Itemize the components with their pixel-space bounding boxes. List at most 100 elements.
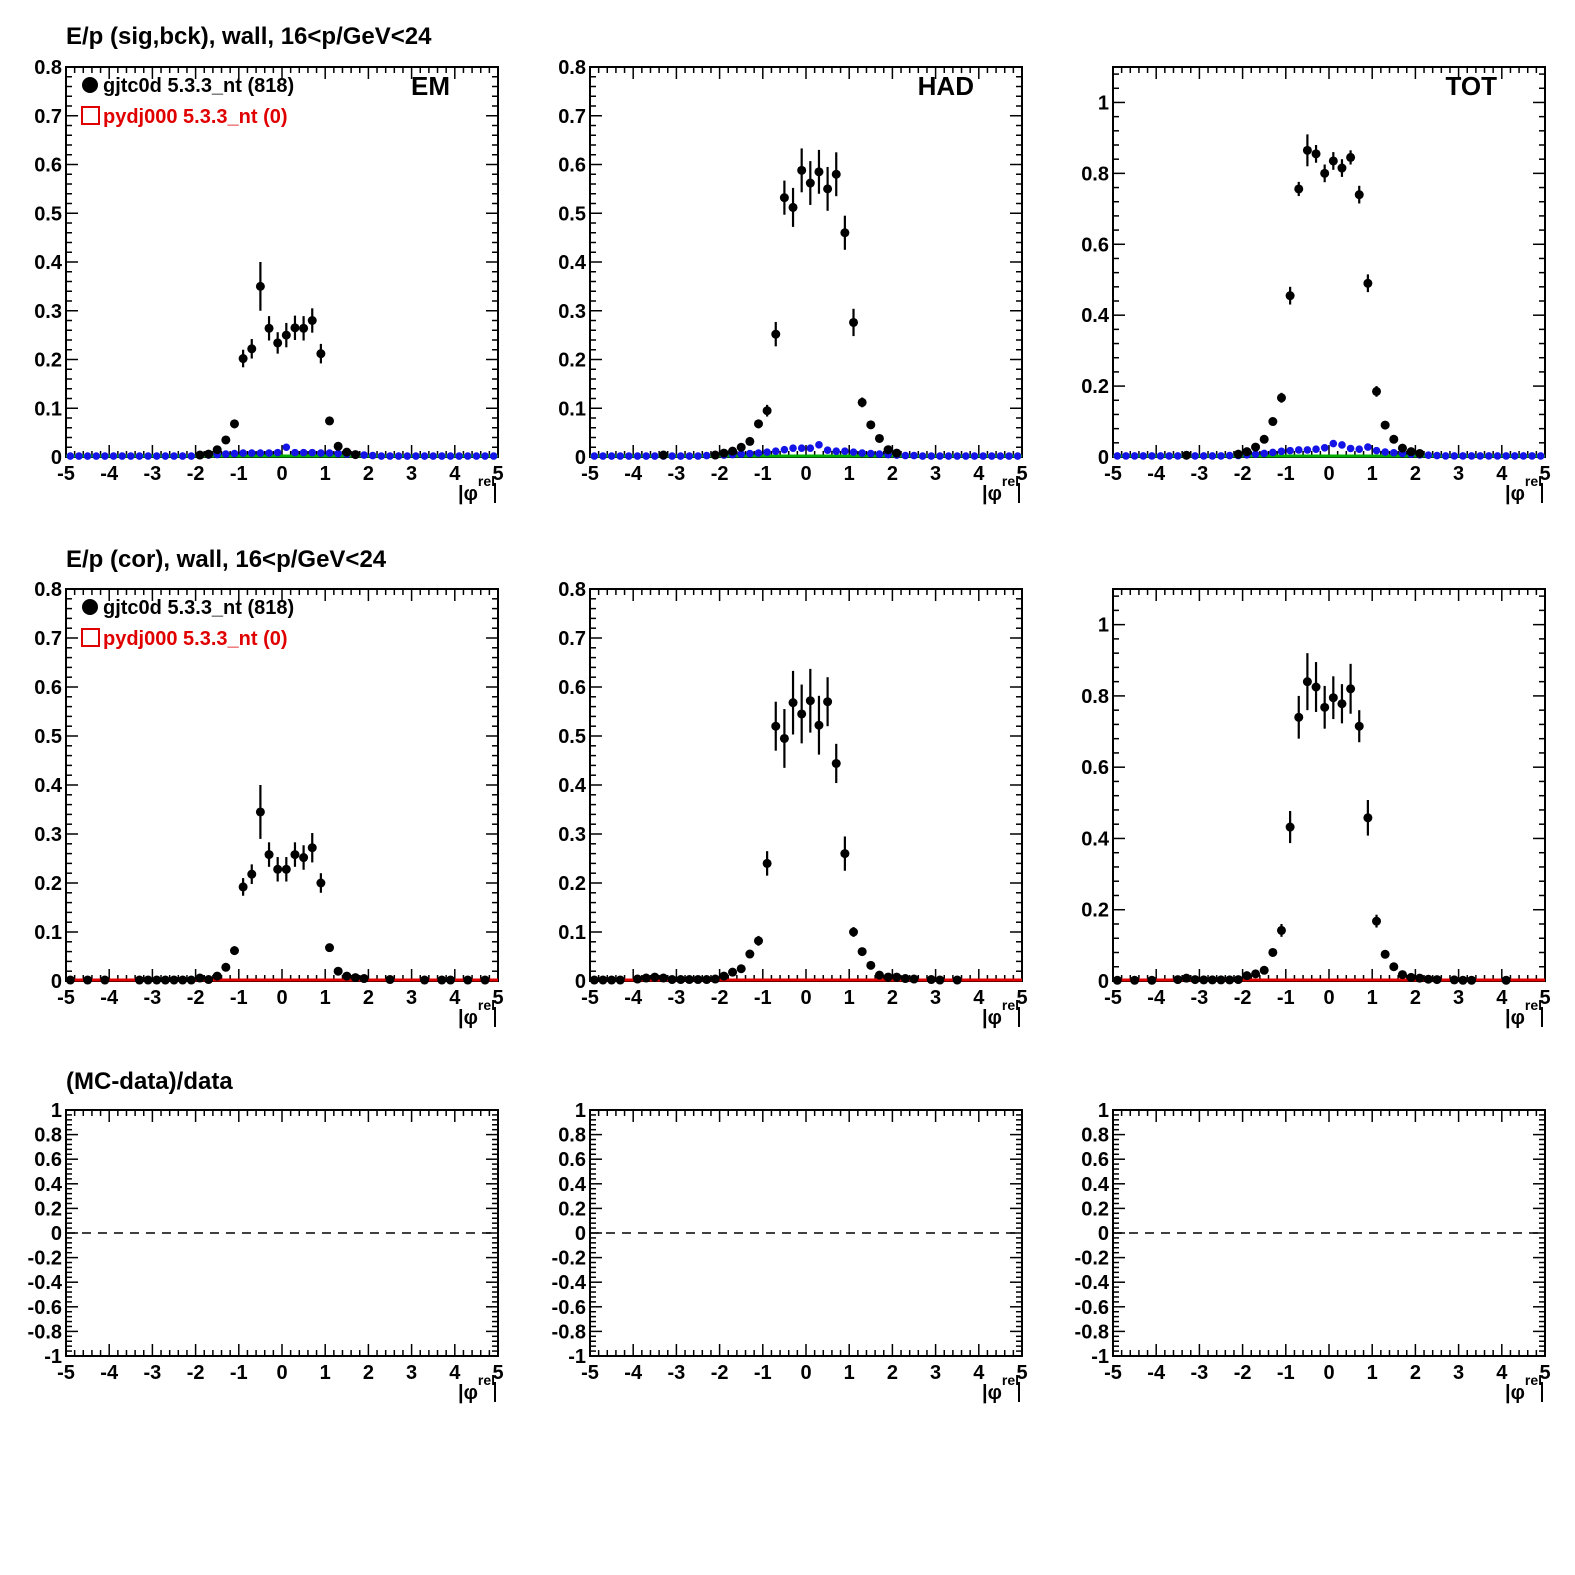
background-point [616,452,625,460]
background-point [1286,446,1294,455]
y-tick-label: -0.8 [1075,1321,1109,1343]
background-point [668,452,676,460]
data-point [281,864,291,874]
background-point [170,452,178,460]
x-axis-label: |φrel [458,473,495,505]
background-point [1355,445,1364,454]
background-point [918,452,927,460]
data-point [745,949,755,959]
data-point [1259,434,1269,444]
x-tick-label: -4 [1147,1362,1166,1384]
x-tick-label: -1 [1277,1362,1295,1384]
y-tick-label: 0.3 [558,301,586,323]
background-point [472,452,481,460]
background-point [1005,452,1013,460]
x-tick-label: -2 [711,1362,729,1384]
data-point [1449,975,1459,985]
y-tick-label: 0.8 [1081,686,1109,708]
x-tick-label: -2 [711,463,729,485]
y-tick-label: 0.6 [558,155,586,177]
background-point [1459,452,1467,460]
data-point [823,697,833,707]
background-point [944,452,953,460]
x-tick-label: 1 [320,1362,331,1384]
y-tick-label: 0.5 [558,726,586,748]
x-tick-label: -3 [668,987,686,1009]
data-point [264,323,274,333]
x-tick-label: 1 [844,987,855,1009]
background-point [317,449,325,457]
data-point [221,435,231,445]
background-point [83,452,92,460]
data-point [1285,822,1295,832]
background-point [625,452,633,460]
x-tick-label: 0 [800,463,811,485]
background-point [694,452,702,460]
plot-frame [1112,66,1546,458]
x-tick-label: 2 [363,1362,374,1384]
data-point [814,167,824,177]
y-tick-label: 0.6 [1081,757,1109,779]
background-point [1476,452,1484,460]
data-point [909,974,919,984]
panel-r1c0: -5 -4 -3 -2 -1 0 1 2 3 4 5|φrel 0 0.1 0.2 0.3 0.4 0.5 0.6… [34,579,503,1029]
background-point [1225,451,1234,460]
background-point [970,452,979,460]
background-point [1174,452,1182,460]
data-point [169,975,179,985]
background-point [75,452,83,460]
x-tick-label: 4 [449,987,461,1009]
y-tick-label: 0.2 [1081,1198,1109,1220]
y-tick-label: 1 [1098,1100,1109,1122]
data-point [1190,975,1200,985]
x-tick-label: 5 [1539,1362,1550,1384]
background-point [412,452,420,460]
y-tick-label: -0.2 [1075,1248,1109,1270]
y-tick-label: 0.5 [558,203,586,225]
data-point [702,975,712,985]
x-tick-label: 1 [1367,1362,1378,1384]
row-title-3: (MC-data)/data [66,1068,233,1095]
x-tick-label: 3 [406,463,417,485]
background-point [763,448,771,456]
data-point [857,397,867,407]
y-tick-label: 0 [51,447,62,469]
data-point [65,975,75,985]
data-point [204,449,214,459]
data-point [831,169,841,179]
y-tick-label: 0.8 [558,579,586,601]
data-point [1423,974,1433,984]
background-point [1148,452,1156,460]
data-point [840,228,850,238]
x-tick-label: 5 [492,1362,503,1384]
data-point [1251,442,1261,452]
legend-marker-mc [81,106,100,125]
x-tick-label: 4 [449,1362,461,1384]
x-tick-label: -1 [1277,463,1295,485]
background-point [754,449,763,457]
background-point [92,452,101,460]
y-tick-label: 0.7 [34,628,62,650]
background-point [1329,439,1338,448]
data-point [874,970,884,980]
background-point [858,449,866,457]
data-point [598,975,608,985]
y-tick-label: 0.2 [558,873,586,895]
data-point [1372,386,1382,396]
data-point [350,973,360,983]
data-point [1311,682,1321,692]
x-ticks [1112,589,1546,981]
y-ticks [590,66,1022,458]
x-tick-label: -1 [230,987,248,1009]
y-tick-label: 0.8 [34,1125,62,1147]
data-point [1397,443,1407,453]
background-point [910,451,918,460]
x-tick-label: -2 [187,987,205,1009]
data-point [290,850,300,860]
background-point [282,443,291,452]
background-point [291,448,299,457]
background-point [1493,452,1502,460]
data-point [1268,947,1278,957]
background-point [867,449,875,458]
data-point [1328,693,1338,703]
